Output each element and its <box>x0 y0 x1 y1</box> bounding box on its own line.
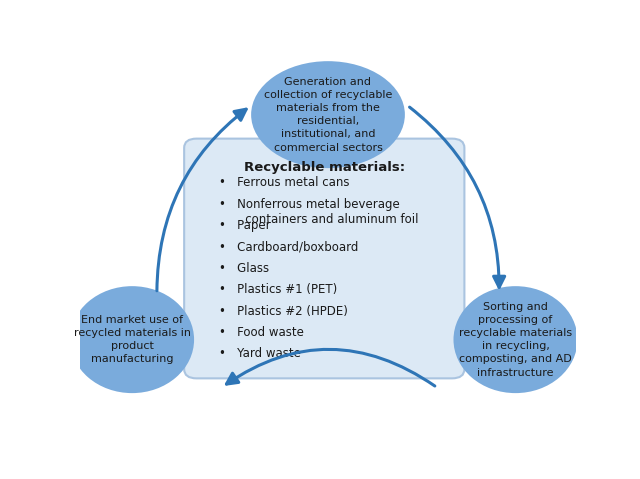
Text: Generation and
collection of recyclable
materials from the
residential,
institut: Generation and collection of recyclable … <box>264 77 392 153</box>
Text: •   Cardboard/boxboard: • Cardboard/boxboard <box>219 240 358 253</box>
Text: •   Food waste: • Food waste <box>219 326 304 339</box>
Text: •   Glass: • Glass <box>219 262 269 275</box>
Text: •   Plastics #2 (HPDE): • Plastics #2 (HPDE) <box>219 305 348 318</box>
Text: •   Plastics #1 (PET): • Plastics #1 (PET) <box>219 283 337 296</box>
Text: •   Ferrous metal cans: • Ferrous metal cans <box>219 176 349 189</box>
Ellipse shape <box>70 286 194 393</box>
Text: •   Yard waste: • Yard waste <box>219 347 301 360</box>
Text: •   Paper: • Paper <box>219 219 271 232</box>
Text: •   Nonferrous metal beverage
       containers and aluminum foil: • Nonferrous metal beverage containers a… <box>219 198 419 226</box>
FancyBboxPatch shape <box>184 138 465 378</box>
Text: Sorting and
processing of
recyclable materials
in recycling,
composting, and AD
: Sorting and processing of recyclable mat… <box>459 302 572 377</box>
Ellipse shape <box>454 286 577 393</box>
Text: Recyclable materials:: Recyclable materials: <box>244 161 405 174</box>
Text: End market use of
recycled materials in
product
manufacturing: End market use of recycled materials in … <box>74 315 191 365</box>
Ellipse shape <box>251 61 405 168</box>
